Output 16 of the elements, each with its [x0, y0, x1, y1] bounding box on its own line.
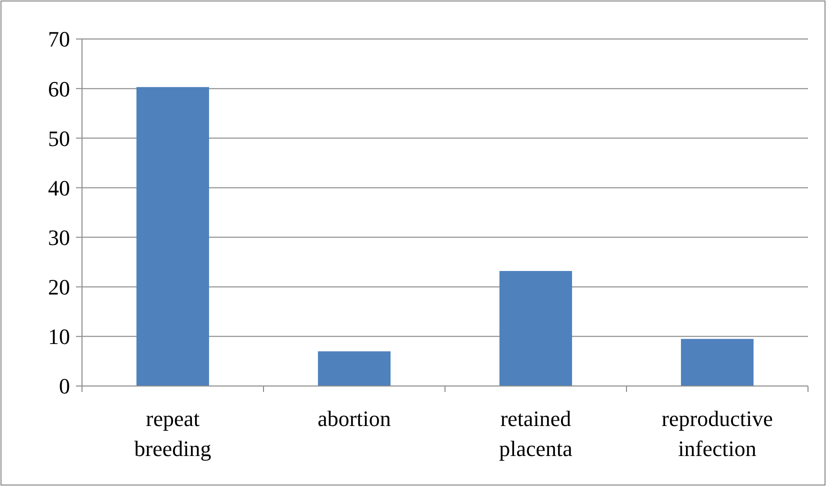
- bar: [680, 338, 754, 386]
- y-tick-label: 0: [59, 374, 70, 399]
- y-tick-label: 70: [48, 26, 70, 52]
- y-tick-label: 60: [48, 76, 70, 102]
- y-tick-label: 20: [48, 274, 70, 300]
- x-tick-label: abortion: [318, 406, 391, 431]
- bar: [136, 87, 210, 386]
- x-tick-label: repeat breeding: [134, 406, 212, 461]
- y-tick-label: 50: [48, 126, 70, 151]
- x-tick-label: reproductive infection: [662, 406, 773, 461]
- bar: [318, 351, 391, 386]
- x-tick-label: retained placenta: [499, 406, 573, 461]
- bar: [499, 270, 572, 386]
- y-tick-label: 40: [48, 175, 70, 200]
- y-tick-label: 30: [48, 224, 70, 250]
- y-tick-label: 10: [48, 324, 70, 350]
